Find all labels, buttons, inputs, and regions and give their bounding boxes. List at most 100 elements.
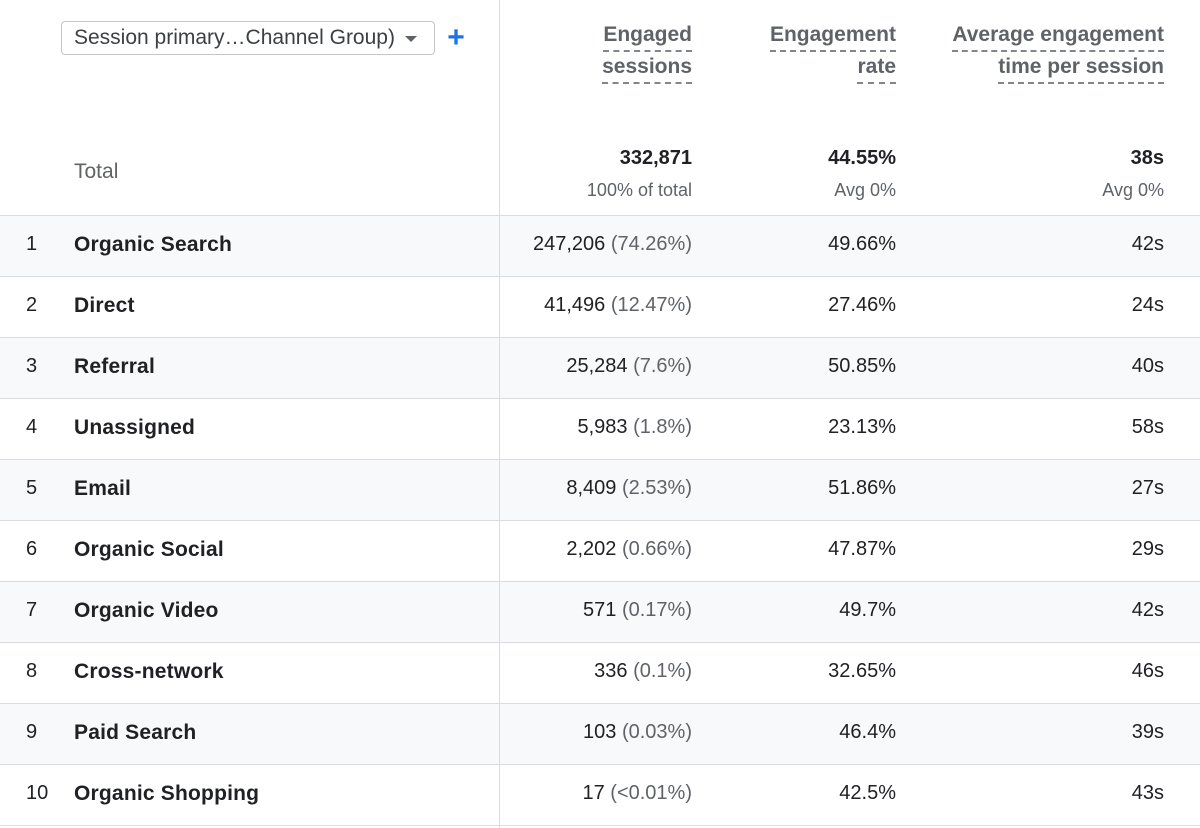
caret-down-icon bbox=[405, 36, 417, 42]
avg-engagement-time-cell: 43s bbox=[1131, 782, 1164, 804]
avg-engagement-time-cell: 46s bbox=[1131, 660, 1164, 682]
total-avg-engagement-time-sub: Avg 0% bbox=[1102, 180, 1164, 200]
channel-name[interactable]: Organic Social bbox=[74, 538, 224, 561]
engaged-sessions-share: (7.6%) bbox=[633, 355, 692, 377]
engaged-sessions-cell: 103 (0.03%) bbox=[583, 721, 692, 744]
engaged-sessions-value: 17 bbox=[582, 782, 605, 804]
dimension-dropdown[interactable]: Session primary…Channel Group) bbox=[61, 21, 435, 55]
engaged-sessions-value: 41,496 bbox=[544, 294, 606, 316]
engaged-sessions-share: (1.8%) bbox=[633, 416, 692, 438]
avg-engagement-time-cell: 42s bbox=[1131, 599, 1164, 621]
column-header-engaged-sessions-line2: sessions bbox=[602, 52, 692, 84]
engaged-sessions-value: 571 bbox=[583, 599, 617, 621]
engaged-sessions-value: 336 bbox=[594, 660, 628, 682]
total-engagement-rate-sub: Avg 0% bbox=[834, 180, 896, 200]
column-header-engaged-sessions-line1: Engaged bbox=[603, 20, 692, 52]
table-row[interactable]: 8 Cross-network 336 (0.1%) 32.65% 46s bbox=[0, 643, 1200, 704]
engagement-rate-cell: 32.65% bbox=[828, 660, 896, 682]
engaged-sessions-share: (2.53%) bbox=[621, 477, 692, 499]
engaged-sessions-cell: 17 (<0.01%) bbox=[582, 782, 692, 805]
row-index: 1 bbox=[26, 233, 38, 255]
engaged-sessions-share: (0.66%) bbox=[621, 538, 692, 560]
column-header-engagement-rate-line2: rate bbox=[857, 52, 896, 84]
row-index: 4 bbox=[26, 416, 38, 438]
table-row[interactable]: 3 Referral 25,284 (7.6%) 50.85% 40s bbox=[0, 338, 1200, 399]
channel-name[interactable]: Referral bbox=[74, 355, 155, 378]
table-row[interactable]: 1 Organic Search 247,206 (74.26%) 49.66% 42s bbox=[0, 216, 1200, 277]
engagement-rate-cell: 23.13% bbox=[828, 416, 896, 438]
channel-name[interactable]: Direct bbox=[74, 294, 135, 317]
engaged-sessions-share: (0.1%) bbox=[633, 660, 692, 682]
row-index: 8 bbox=[26, 660, 38, 682]
engaged-sessions-share: (74.26%) bbox=[610, 233, 692, 255]
channel-name[interactable]: Organic Video bbox=[74, 599, 219, 622]
engaged-sessions-cell: 8,409 (2.53%) bbox=[566, 477, 692, 500]
engagement-rate-cell: 46.4% bbox=[839, 721, 896, 743]
channel-name[interactable]: Email bbox=[74, 477, 132, 500]
engaged-sessions-value: 8,409 bbox=[566, 477, 617, 499]
totals-label: Total bbox=[74, 160, 119, 183]
channel-name[interactable]: Organic Search bbox=[74, 233, 233, 256]
engaged-sessions-cell: 336 (0.1%) bbox=[594, 660, 692, 683]
row-index: 7 bbox=[26, 599, 38, 621]
total-avg-engagement-time: 38s bbox=[1130, 147, 1164, 169]
column-header-engagement-rate[interactable]: Engagement rate bbox=[769, 20, 896, 84]
table-row[interactable]: 5 Email 8,409 (2.53%) 51.86% 27s bbox=[0, 460, 1200, 521]
avg-engagement-time-cell: 29s bbox=[1131, 538, 1164, 560]
table-row[interactable]: 9 Paid Search 103 (0.03%) 46.4% 39s bbox=[0, 704, 1200, 765]
avg-engagement-time-cell: 40s bbox=[1131, 355, 1164, 377]
total-engaged-sessions-sub: 100% of total bbox=[586, 180, 692, 200]
column-header-avg-engagement-time[interactable]: Average engagement time per session bbox=[952, 20, 1164, 84]
row-index: 9 bbox=[26, 721, 38, 743]
table-row[interactable]: 7 Organic Video 571 (0.17%) 49.7% 42s bbox=[0, 582, 1200, 643]
channel-name[interactable]: Paid Search bbox=[74, 721, 197, 744]
channel-name[interactable]: Organic Shopping bbox=[74, 782, 260, 805]
table-header: Session primary…Channel Group) + Engaged… bbox=[0, 0, 1200, 216]
channel-name[interactable]: Unassigned bbox=[74, 416, 196, 439]
column-header-engagement-rate-line1: Engagement bbox=[769, 20, 896, 52]
engaged-sessions-share: (0.17%) bbox=[621, 599, 692, 621]
engaged-sessions-cell: 41,496 (12.47%) bbox=[544, 294, 692, 317]
table-row[interactable]: 6 Organic Social 2,202 (0.66%) 47.87% 29s bbox=[0, 521, 1200, 582]
engaged-sessions-share: (<0.01%) bbox=[610, 782, 692, 804]
engagement-rate-cell: 27.46% bbox=[828, 294, 896, 316]
engagement-rate-cell: 47.87% bbox=[828, 538, 896, 560]
avg-engagement-time-cell: 39s bbox=[1131, 721, 1164, 743]
engaged-sessions-cell: 571 (0.17%) bbox=[583, 599, 692, 622]
row-index: 6 bbox=[26, 538, 38, 560]
avg-engagement-time-cell: 42s bbox=[1131, 233, 1164, 255]
avg-engagement-time-cell: 24s bbox=[1131, 294, 1164, 316]
total-engagement-rate: 44.55% bbox=[828, 147, 896, 169]
engagement-rate-cell: 42.5% bbox=[839, 782, 896, 804]
engaged-sessions-cell: 5,983 (1.8%) bbox=[577, 416, 692, 439]
engaged-sessions-value: 103 bbox=[583, 721, 617, 743]
engaged-sessions-value: 5,983 bbox=[577, 416, 628, 438]
avg-engagement-time-cell: 58s bbox=[1131, 416, 1164, 438]
table-row[interactable]: 4 Unassigned 5,983 (1.8%) 23.13% 58s bbox=[0, 399, 1200, 460]
column-header-engaged-sessions[interactable]: Engaged sessions bbox=[602, 20, 692, 84]
column-divider bbox=[499, 0, 500, 828]
engaged-sessions-share: (12.47%) bbox=[610, 294, 692, 316]
plus-icon[interactable]: + bbox=[447, 21, 465, 54]
engaged-sessions-cell: 2,202 (0.66%) bbox=[566, 538, 692, 561]
table-row[interactable]: 2 Direct 41,496 (12.47%) 27.46% 24s bbox=[0, 277, 1200, 338]
table-row[interactable]: 10 Organic Shopping 17 (<0.01%) 42.5% 43s bbox=[0, 765, 1200, 826]
column-header-avg-engagement-time-line1: Average engagement bbox=[952, 20, 1164, 52]
engagement-rate-cell: 49.66% bbox=[828, 233, 896, 255]
engagement-rate-cell: 51.86% bbox=[828, 477, 896, 499]
engaged-sessions-value: 247,206 bbox=[532, 233, 606, 255]
engaged-sessions-share: (0.03%) bbox=[621, 721, 692, 743]
row-index: 3 bbox=[26, 355, 38, 377]
channel-name[interactable]: Cross-network bbox=[74, 660, 224, 683]
row-index: 2 bbox=[26, 294, 38, 316]
engaged-sessions-cell: 247,206 (74.26%) bbox=[533, 233, 692, 256]
column-header-avg-engagement-time-line2: time per session bbox=[998, 52, 1164, 84]
engaged-sessions-cell: 25,284 (7.6%) bbox=[566, 355, 692, 378]
engagement-rate-cell: 49.7% bbox=[839, 599, 896, 621]
engaged-sessions-value: 2,202 bbox=[566, 538, 617, 560]
engagement-rate-cell: 50.85% bbox=[828, 355, 896, 377]
dimension-dropdown-label: Session primary…Channel Group) bbox=[74, 26, 395, 49]
total-engaged-sessions: 332,871 bbox=[619, 147, 692, 169]
row-index: 5 bbox=[26, 477, 38, 499]
